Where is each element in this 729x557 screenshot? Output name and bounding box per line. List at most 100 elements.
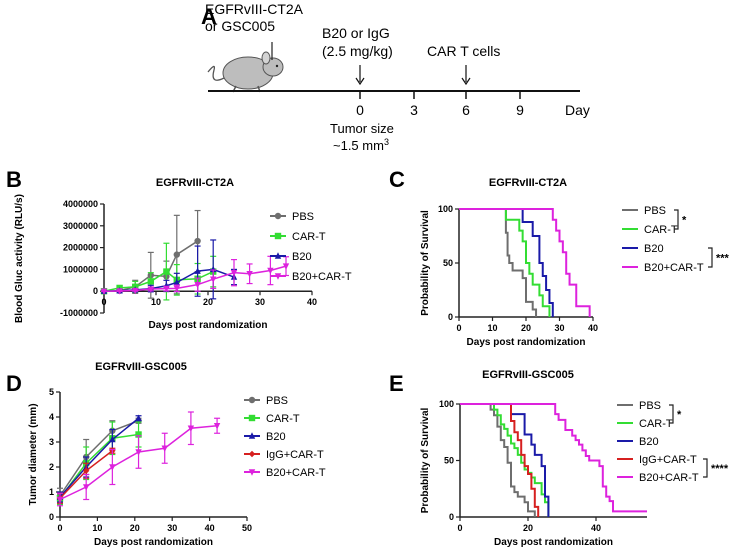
marker-square [274, 232, 282, 240]
y-tick-label: 3000000 [63, 221, 98, 231]
legend-item: PBS [244, 395, 288, 407]
survival-curve [460, 403, 647, 513]
marker-triangle-down [161, 445, 168, 452]
legend-label: CAR-T [644, 224, 678, 236]
tumor-size-line2: ~1.5 mm3 [333, 137, 389, 153]
marker-square [135, 431, 142, 438]
marker-triangle-down [132, 287, 139, 295]
legend-label: B20 [292, 251, 312, 263]
x-tick-label: 20 [130, 523, 140, 533]
y-tick-label: 1 [49, 487, 54, 497]
series-line [59, 433, 139, 499]
tumor-size-line1: Tumor size [330, 121, 394, 136]
panel-e: E EGFRvIII-GSC005 0 20 40 0 50 100 Days post ran… [389, 369, 729, 548]
significance-label: **** [716, 253, 729, 265]
x-tick-label: 10 [151, 297, 161, 307]
legend-item: B20 [244, 431, 286, 443]
legend-item: B20 [622, 243, 664, 255]
mouse-icon [207, 42, 284, 93]
series-line [59, 417, 140, 498]
y-tick-label: 0 [448, 312, 453, 322]
significance-label: * [682, 215, 687, 227]
series-b20-car-t [459, 208, 591, 317]
x-axis-label: Days post randomization [94, 537, 213, 548]
x-tick-label: 0 [457, 523, 462, 533]
legend-item: B20 [270, 251, 312, 263]
x-tick-label: 40 [591, 523, 601, 533]
y-tick-label: 50 [443, 258, 453, 268]
timeline-tick-3: 3 [410, 102, 418, 118]
chart-title: EGFRvIII-CT2A [489, 177, 567, 189]
marker-circle [274, 212, 282, 220]
x-tick-label: 0 [456, 323, 461, 333]
legend-label: B20+CAR-T [644, 262, 704, 274]
marker-triangle-down [230, 269, 238, 277]
marker-triangle-down [82, 484, 90, 491]
marker-triangle-up [274, 252, 282, 259]
marker-triangle-up [109, 435, 116, 443]
x-tick-label: 0 [57, 523, 62, 533]
marker-diamond [82, 467, 90, 474]
legend-item: PBS [270, 211, 314, 223]
series-pbs [459, 208, 538, 317]
legend-label: B20+CAR-T [292, 271, 352, 283]
x-tick-label: 50 [242, 523, 252, 533]
y-tick-label: 100 [438, 204, 453, 214]
panel-a-label: A [201, 4, 217, 29]
marker-triangle-up [135, 414, 142, 421]
legend-label: B20 [266, 431, 286, 443]
marker-triangle-down [109, 464, 116, 471]
x-tick-label: 30 [255, 297, 265, 307]
treatment1-line2: (2.5 mg/kg) [322, 43, 393, 59]
significance-bracket [674, 209, 679, 230]
significance-label: **** [711, 463, 729, 475]
panel-d: D EGFRvIII-GSC005 0 10 20 30 40 50 0 1 2 3 4 5 Days po… [6, 361, 326, 548]
y-tick-label: 100 [439, 399, 454, 409]
y-tick-label: 0 [449, 512, 454, 522]
legend-item: B20 [617, 436, 659, 448]
y-tick-label: 3 [49, 437, 54, 447]
legend-label: B20 [639, 436, 659, 448]
arrow-down-icon [461, 77, 471, 86]
legend-label: CAR-T [266, 413, 300, 425]
survival-curve [459, 208, 591, 317]
legend-label: PBS [292, 211, 314, 223]
legend-item: IgG+CAR-T [617, 454, 697, 466]
series-b20-car-t [56, 411, 221, 507]
series-b20-car-t [100, 255, 290, 295]
series-b20 [459, 208, 554, 317]
marker-triangle-down [282, 263, 290, 270]
legend-item: PBS [617, 400, 661, 412]
marker-triangle-down [135, 449, 142, 456]
marker-triangle-down [147, 286, 154, 293]
marker-triangle-up [194, 267, 201, 274]
marker-triangle-down [210, 276, 217, 283]
series-b20 [460, 403, 550, 517]
chart-title: EGFRvIII-GSC005 [95, 361, 187, 373]
panel-label: B [6, 167, 22, 192]
marker-circle [248, 396, 256, 404]
survival-curve [459, 208, 554, 317]
legend-label: B20+CAR-T [266, 467, 326, 479]
survival-curve [460, 403, 540, 517]
marker-circle [173, 251, 180, 258]
survival-curve [459, 208, 551, 317]
legend-item: CAR-T [244, 413, 300, 425]
survival-curve [460, 403, 550, 517]
x-tick-label: 30 [167, 523, 177, 533]
x-tick-label: 20 [521, 323, 531, 333]
treatment1-line1: B20 or IgG [322, 25, 390, 41]
marker-triangle-down [246, 271, 253, 278]
x-axis-label: Days post randomization [494, 537, 613, 548]
y-tick-label: 5 [49, 387, 54, 397]
legend-item: CAR-T [617, 418, 673, 430]
legend-item: PBS [622, 205, 666, 217]
panel-label: C [389, 167, 405, 192]
series-car-t [460, 403, 550, 517]
marker-triangle-down [187, 425, 195, 432]
tumor-label-line2: or GSC005 [205, 18, 275, 34]
y-tick-label: 4000000 [63, 199, 98, 209]
legend-item: B20+CAR-T [622, 262, 704, 274]
y-tick-label: 50 [444, 456, 454, 466]
